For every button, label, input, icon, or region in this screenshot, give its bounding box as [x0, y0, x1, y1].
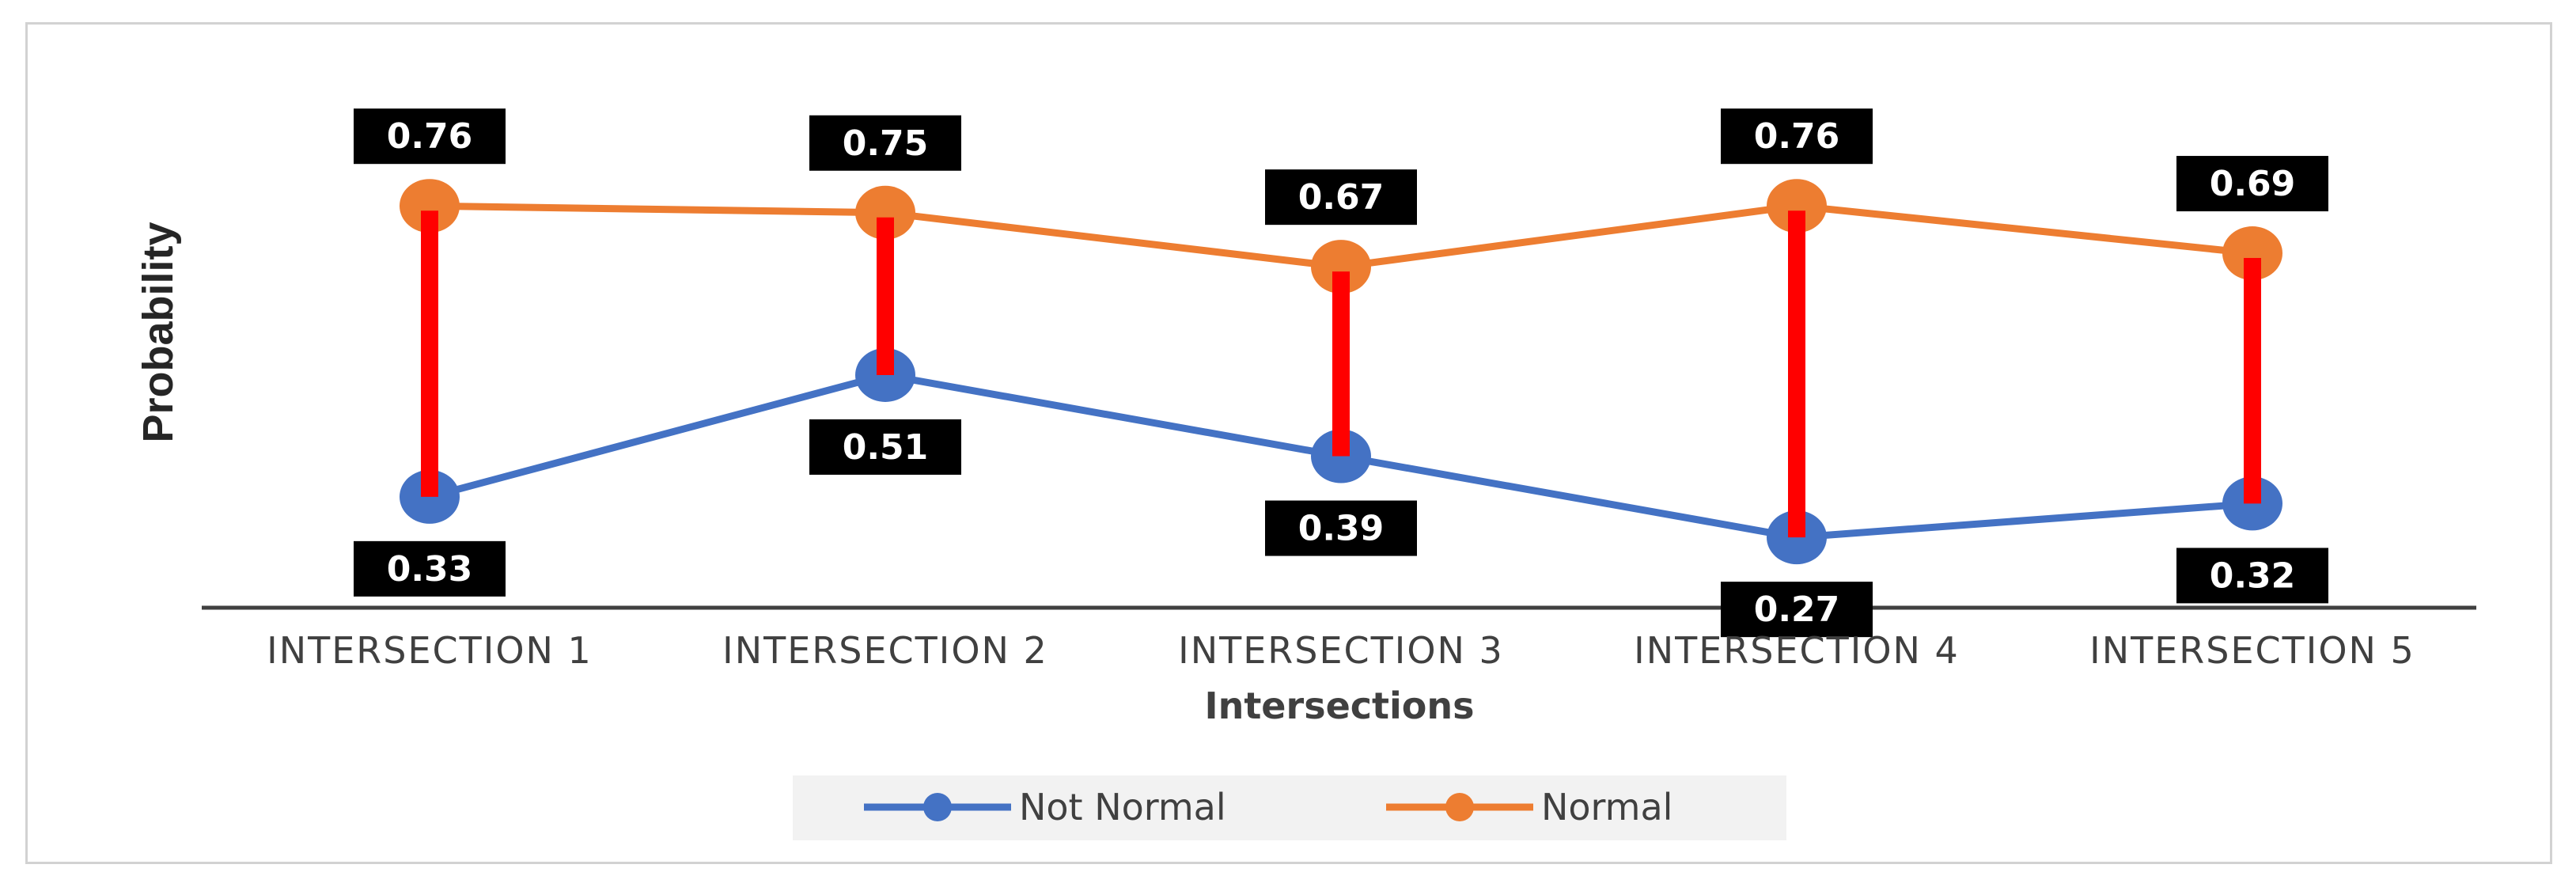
- data-point: [400, 179, 460, 233]
- x-axis-title: Intersections: [1204, 684, 1474, 727]
- x-axis-ticks: INTERSECTION 1 INTERSECTION 2 INTERSECTION…: [267, 629, 2415, 672]
- series-lines: [400, 179, 2282, 565]
- y-axis-title: Probability: [134, 222, 182, 442]
- data-label: 0.76: [387, 116, 473, 157]
- data-label: 0.39: [1298, 509, 1385, 549]
- data-label-box: [1265, 169, 1417, 226]
- data-label: 0.69: [2210, 164, 2296, 204]
- data-label-box: [354, 540, 506, 597]
- legend-marker: [1445, 793, 1474, 821]
- data-label-box: [1721, 582, 1873, 638]
- data-label: 0.32: [2210, 555, 2296, 596]
- data-labels: 0.76 0.75 0.67 0.76 0.69 0.33 0.51 0.39 0.27 0.32: [354, 108, 2328, 638]
- data-label-box: [1721, 108, 1873, 165]
- legend-label: Normal: [1541, 786, 1673, 828]
- data-label: 0.33: [387, 549, 473, 590]
- x-tick-label: INTERSECTION 4: [1634, 629, 1960, 672]
- legend-marker: [923, 793, 952, 821]
- data-label-box: [2176, 156, 2328, 212]
- x-tick-label: INTERSECTION 2: [722, 629, 1048, 672]
- x-tick-label: INTERSECTION 3: [1178, 629, 1504, 672]
- data-label-box: [809, 419, 961, 475]
- data-point: [1311, 240, 1371, 294]
- data-point: [1767, 179, 1827, 233]
- data-label-box: [2176, 548, 2328, 604]
- data-label-box: [1265, 500, 1417, 556]
- data-label: 0.51: [843, 427, 929, 468]
- x-tick-label: INTERSECTION 5: [2089, 629, 2415, 672]
- data-point: [855, 185, 915, 240]
- x-tick-label: INTERSECTION 1: [267, 629, 593, 672]
- data-label: 0.67: [1298, 177, 1385, 218]
- data-label: 0.75: [843, 123, 929, 164]
- data-label-box: [354, 108, 506, 165]
- data-point: [2222, 226, 2282, 281]
- data-label: 0.76: [1754, 116, 1840, 157]
- data-label-box: [809, 115, 961, 171]
- legend-label: Not Normal: [1019, 786, 1226, 828]
- data-label: 0.27: [1754, 590, 1840, 630]
- legend: Not Normal Normal: [864, 786, 1673, 828]
